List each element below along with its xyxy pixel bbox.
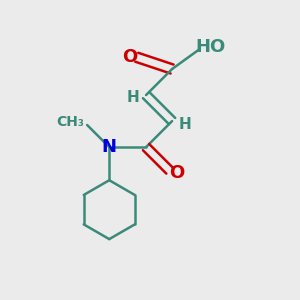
Text: CH₃: CH₃ — [56, 115, 84, 129]
Text: H: H — [126, 91, 139, 106]
Text: N: N — [102, 138, 117, 156]
Text: H: H — [179, 116, 192, 131]
Text: HO: HO — [195, 38, 226, 56]
Text: O: O — [169, 164, 184, 182]
Text: O: O — [122, 48, 137, 66]
